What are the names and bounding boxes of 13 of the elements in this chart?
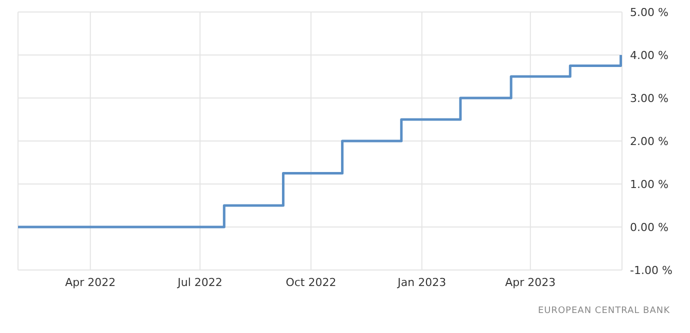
y-tick-label: 5.00 % bbox=[630, 6, 668, 19]
text: EUROPEAN CENTRAL BANK bbox=[536, 306, 671, 316]
y-tick-label: 4.00 % bbox=[630, 48, 668, 62]
x-tick-label: Apr 2022 bbox=[65, 276, 116, 289]
x-tick-label: Oct 2022 bbox=[286, 276, 336, 289]
y-tick-label: -1.00 % bbox=[630, 264, 672, 277]
y-tick-label: 3.00 % bbox=[630, 92, 668, 105]
x-tick-label: Jul 2022 bbox=[176, 276, 222, 289]
y-tick-label: 2.00 % bbox=[630, 134, 668, 148]
x-tick-label: Apr 2023 bbox=[505, 276, 556, 289]
x-tick-label: Jan 2023 bbox=[396, 276, 446, 289]
y-tick-label: 0.00 % bbox=[630, 220, 668, 234]
y-tick-label: 1.00 % bbox=[630, 178, 668, 191]
